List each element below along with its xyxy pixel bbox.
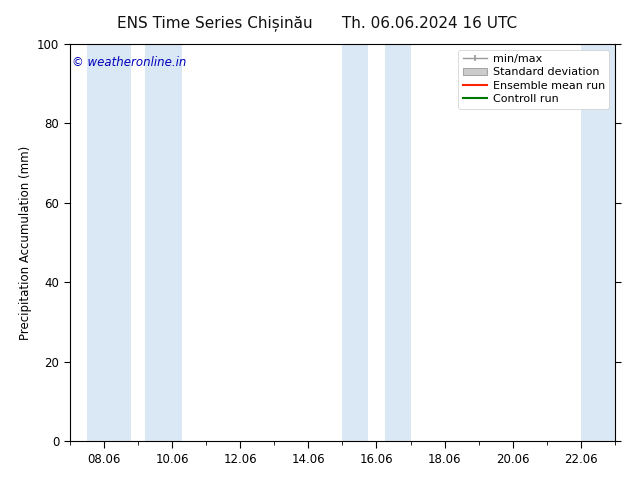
Bar: [342, 44, 368, 441]
Y-axis label: Precipitation Accumulation (mm): Precipitation Accumulation (mm): [18, 146, 32, 340]
Text: ENS Time Series Chișinău      Th. 06.06.2024 16 UTC: ENS Time Series Chișinău Th. 06.06.2024 …: [117, 15, 517, 30]
Legend: min/max, Standard deviation, Ensemble mean run, Controll run: min/max, Standard deviation, Ensemble me…: [458, 49, 609, 109]
Text: © weatheronline.in: © weatheronline.in: [72, 56, 187, 69]
Bar: [145, 44, 182, 441]
Bar: [581, 44, 615, 441]
Bar: [87, 44, 131, 441]
Bar: [385, 44, 411, 441]
